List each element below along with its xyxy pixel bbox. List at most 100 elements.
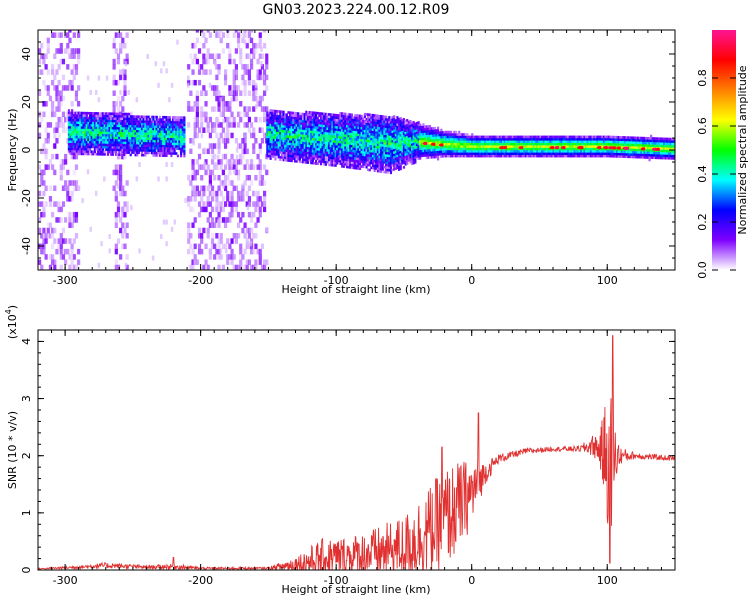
- spectrogram-cell: [95, 138, 98, 142]
- spectrogram-cell: [446, 150, 449, 153]
- spectrogram-cell: [114, 148, 118, 152]
- spectrogram-cell: [197, 79, 202, 86]
- spectrogram-cell: [108, 119, 111, 123]
- spectrogram-cell: [352, 149, 355, 153]
- spectrogram-cell: [118, 153, 121, 156]
- spectrogram-cell: [321, 124, 324, 128]
- spectrogram-cell: [519, 154, 523, 158]
- spectrogram-cell: [414, 122, 417, 126]
- spectrogram-cell: [492, 142, 495, 146]
- spectrogram-cell: [404, 160, 407, 164]
- spectrogram-cell: [42, 190, 46, 197]
- spectrogram-cell: [84, 116, 87, 120]
- spectrogram-cell: [119, 185, 123, 192]
- spectrogram-cell: [503, 140, 506, 143]
- spectrogram-cell: [319, 150, 323, 154]
- spectrogram-cell: [236, 159, 241, 165]
- spectrogram-cell: [187, 75, 190, 81]
- spectrogram-cell: [152, 146, 155, 150]
- spectrogram-cell: [371, 166, 375, 170]
- spectrogram-cell: [245, 264, 249, 270]
- spectrogram-cell: [111, 138, 114, 142]
- spectrogram-cell: [381, 120, 384, 123]
- spectrogram-cell: [223, 243, 228, 250]
- spectrogram-cell: [239, 53, 243, 60]
- spectrogram-cell: [344, 141, 347, 145]
- spectrogram-cell: [310, 135, 313, 138]
- spectrogram-cell: [339, 112, 342, 115]
- spectrogram-cell: [162, 120, 165, 124]
- spectrogram-cell: [378, 122, 381, 125]
- spectrogram-cell: [321, 119, 324, 123]
- spectrogram-cell: [154, 122, 157, 126]
- spectrogram-cell: [195, 190, 199, 197]
- spectrogram-cell: [125, 201, 129, 207]
- spectrogram-cell: [173, 118, 176, 122]
- spectrogram-cell: [170, 123, 173, 126]
- spectrogram-cell: [347, 113, 350, 116]
- spectrogram-cell: [354, 161, 357, 165]
- spectrogram-cell: [433, 138, 436, 142]
- spectrogram-cell: [77, 85, 81, 91]
- spectrogram-cell: [415, 129, 419, 132]
- spectrogram-cell: [315, 152, 318, 156]
- spectrogram-cell: [384, 118, 388, 121]
- spectrogram-cell: [113, 150, 116, 154]
- spectrogram-cell: [388, 159, 391, 162]
- spectrogram-cell: [298, 136, 301, 140]
- spectrogram-cell: [386, 127, 389, 131]
- spectrogram-cell: [292, 116, 295, 120]
- spectrogram-cell: [412, 142, 415, 146]
- spectrogram-cell: [406, 143, 409, 146]
- spectrogram-cell: [339, 138, 342, 142]
- spectrogram-cell: [365, 127, 368, 131]
- spectrogram-cell: [511, 145, 515, 148]
- spectrogram-cell: [53, 85, 57, 91]
- spectrogram-cell: [391, 142, 394, 145]
- spectrogram-cell: [399, 160, 402, 163]
- spectrogram-cell: [523, 152, 526, 155]
- spectrogram-cell: [132, 127, 136, 130]
- spectrogram-cell: [272, 133, 275, 137]
- spectrogram-cell: [67, 130, 71, 134]
- spectrogram-cell: [461, 145, 464, 148]
- spectrogram-cell: [200, 64, 204, 70]
- spectrogram-cell: [142, 137, 145, 140]
- spectrogram-cell: [101, 136, 105, 139]
- spectrogram-cell: [341, 148, 344, 151]
- spectrogram-cell: [162, 115, 165, 119]
- spectrogram-cell: [108, 248, 111, 254]
- spectrogram-cell: [274, 119, 277, 123]
- spectrogram-cell: [175, 130, 178, 134]
- spectrogram-cell: [221, 206, 225, 213]
- spectrogram-cell: [419, 145, 422, 148]
- spectrogram-cell: [380, 148, 383, 152]
- spectrogram-cell: [230, 206, 234, 213]
- spectrogram-cell: [165, 120, 168, 124]
- spectrogram-cell: [127, 146, 131, 149]
- spectrogram-cell: [285, 154, 288, 157]
- spectrogram-cell: [118, 136, 121, 140]
- spectrogram-cell: [419, 125, 422, 129]
- spectrogram-cell: [319, 131, 323, 135]
- spectrogram-cell: [181, 116, 184, 119]
- spectrogram-cell: [373, 142, 376, 146]
- spectrogram-cell: [147, 122, 150, 126]
- spectrogram-cell: [189, 180, 193, 186]
- spectrogram-cell: [407, 154, 410, 157]
- spectrogram-cell: [428, 146, 432, 150]
- spectrogram-cell: [247, 106, 252, 112]
- spectrogram-cell: [402, 127, 406, 131]
- spectrogram-cell: [123, 112, 126, 116]
- spectrogram-cell: [202, 85, 206, 91]
- spectrogram-cell: [373, 133, 376, 136]
- spectrogram-cell: [72, 180, 76, 186]
- spectrogram-cell: [345, 115, 349, 118]
- spectrogram-cell: [269, 133, 272, 136]
- spectrogram-cell: [415, 145, 419, 149]
- spectrogram-cell: [352, 125, 355, 129]
- spectrogram-cell: [266, 118, 269, 122]
- spectrogram-cell: [287, 149, 290, 153]
- spectrogram-cell: [404, 150, 407, 154]
- spectrogram-cell: [277, 119, 280, 123]
